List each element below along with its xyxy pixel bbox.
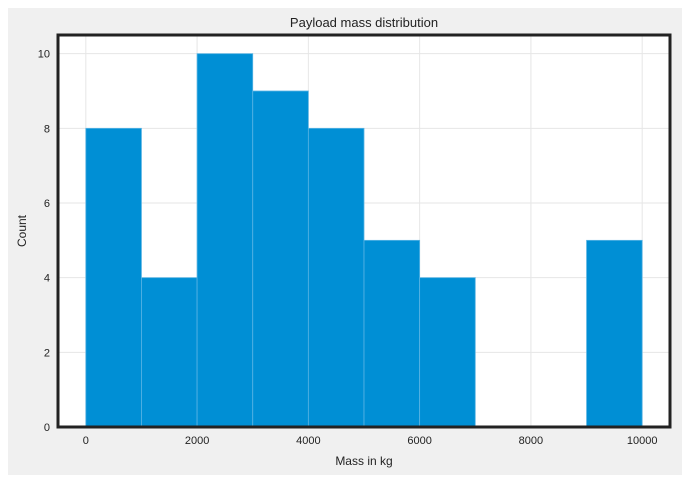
y-tick-label: 6 (44, 198, 50, 210)
histogram-bar-4 (307, 127, 365, 428)
x-axis-label: Mass in kg (335, 454, 392, 468)
x-axis-ticks: 0 2000 4000 6000 8000 10000 (83, 435, 658, 447)
histogram-bar-9 (586, 239, 643, 428)
x-tick-label: 4000 (296, 435, 320, 447)
y-tick-label: 2 (44, 347, 50, 359)
chart-figure: Payload mass distribution 0 2000 4000 6000 8… (8, 8, 682, 475)
histogram-bar-6 (419, 277, 476, 428)
x-tick-label: 0 (83, 435, 89, 447)
x-tick-label: 8000 (519, 435, 543, 447)
x-tick-label: 2000 (185, 435, 209, 447)
plot-frame (56, 33, 672, 429)
y-tick-label: 8 (44, 123, 50, 135)
y-axis-ticks: 0 2 4 6 8 10 (38, 49, 50, 434)
y-tick-label: 4 (44, 273, 50, 285)
histogram-bar-3 (252, 90, 309, 428)
chart-title: Payload mass distribution (290, 15, 438, 30)
histogram-bar-5 (363, 239, 421, 428)
histogram-bar-2 (196, 53, 254, 428)
histogram-bar-0 (85, 127, 142, 428)
y-tick-label: 0 (44, 422, 50, 434)
y-tick-label: 10 (38, 49, 50, 61)
histogram-chart: Payload mass distribution 0 2000 4000 6000 8… (15, 15, 672, 468)
x-tick-label: 10000 (627, 435, 658, 447)
histogram-bars (85, 53, 643, 428)
x-tick-label: 6000 (407, 435, 431, 447)
y-axis-label: Count (15, 214, 29, 247)
histogram-bar-1 (141, 277, 198, 428)
